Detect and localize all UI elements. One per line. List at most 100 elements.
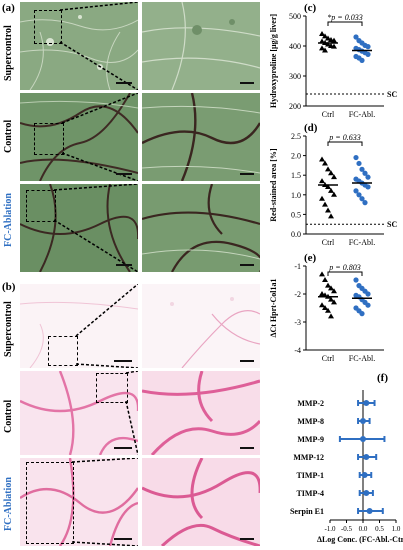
micrograph-b-ablation-zoom	[142, 458, 260, 546]
y-tick-label: 500	[289, 12, 301, 21]
x-tick-label: Ctrl	[322, 110, 335, 119]
data-point-ctrl	[325, 166, 331, 172]
category-label: MMP-2	[297, 399, 324, 408]
data-point-ctrl	[331, 174, 337, 180]
data-point-ctrl	[319, 178, 325, 184]
x-tick-label: -0.5	[341, 525, 353, 533]
y-tick-label: 300	[289, 72, 301, 81]
point-estimate	[360, 418, 366, 424]
data-point-ctrl	[319, 271, 325, 277]
x-tick-label: FC-Abl.	[349, 110, 375, 119]
category-label: Serpin E1	[290, 507, 324, 516]
data-point-abl	[362, 200, 368, 206]
data-point-abl	[365, 174, 371, 180]
panel-label-c: (c)	[304, 2, 317, 14]
reference-label: SC	[387, 90, 397, 99]
data-point-ctrl	[331, 288, 337, 294]
data-point-ctrl	[331, 191, 337, 197]
category-label: MMP-9	[297, 435, 324, 444]
data-point-abl	[365, 291, 371, 297]
row-label-a-control: Control	[3, 119, 14, 153]
y-axis-label: Hydroxyproline [µg/g liver]	[269, 14, 278, 108]
data-point-ctrl	[325, 282, 331, 288]
data-point-abl	[359, 166, 365, 172]
data-point-abl	[362, 170, 368, 176]
row-label-a-ablation: FC-Ablation	[3, 193, 14, 247]
chart-f-forest: -1.0 -0.5 0.0 0.5 1.0 ΔLog Conc. (FC-Abl.-Ctr…	[290, 390, 403, 544]
reference-label: SC	[387, 220, 397, 229]
p-value: *p = 0.033	[327, 13, 362, 22]
data-point-ctrl	[322, 201, 328, 207]
data-point-abl	[359, 196, 365, 202]
data-point-ctrl	[331, 43, 337, 49]
x-tick-label: -1.0	[324, 525, 336, 533]
point-estimate	[363, 490, 370, 496]
data-point-ctrl	[319, 291, 325, 296]
category-label: TIMP-1	[296, 471, 324, 480]
data-point-ctrl	[325, 307, 331, 313]
y-tick-label: 2.0	[291, 152, 301, 161]
data-point-ctrl	[331, 37, 337, 43]
micrograph-a-supercontrol-zoom	[142, 2, 260, 90]
micrograph-b-ablation-overview	[20, 458, 138, 546]
data-point-ctrl	[328, 187, 334, 193]
panel-label-a: (a)	[2, 2, 15, 14]
point-estimate	[361, 472, 368, 478]
data-point-ctrl	[325, 207, 331, 213]
panel-label-e: (e)	[304, 252, 317, 264]
data-point-abl	[359, 57, 365, 64]
y-tick-label: 2.5	[291, 132, 301, 141]
y-tick-label: 0.0	[291, 230, 301, 239]
point-estimate	[366, 508, 373, 514]
micrograph-a-control-zoom	[142, 93, 260, 181]
data-point-abl	[353, 34, 359, 40]
row-label-b-supercontrol: Supercontrol	[3, 301, 14, 357]
y-tick-label: 400	[289, 42, 301, 51]
point-estimate	[363, 454, 370, 460]
point-estimate	[363, 400, 370, 406]
p-value: p = 0.803	[328, 263, 360, 272]
category-label: MMP-8	[297, 417, 324, 426]
panel-label-b: (b)	[2, 281, 16, 293]
data-point-ctrl	[328, 170, 334, 176]
y-tick-label: 1.0	[291, 191, 301, 200]
data-point-abl	[356, 160, 362, 167]
data-point-ctrl	[328, 213, 334, 219]
data-point-ctrl	[319, 195, 325, 201]
significance-bracket	[327, 21, 363, 26]
data-point-abl	[365, 184, 371, 190]
data-point-abl	[353, 188, 359, 194]
data-point-abl	[353, 154, 359, 161]
data-point-abl	[365, 51, 371, 58]
data-point-ctrl	[328, 296, 334, 302]
row-label-b-ablation: FC-Ablation	[3, 477, 14, 531]
micrograph-b-supercontrol-zoom	[142, 284, 260, 368]
data-point-ctrl	[322, 305, 328, 310]
chart-c-hydroxyproline: 200 300 400 500 Hydroxyproline [µg/g liver] C…	[269, 12, 397, 119]
data-point-abl	[356, 192, 362, 198]
chart-d-red-area: 0.0 0.5 1.0 1.5 2.0 2.5 Red-stained area [%] Ct…	[269, 132, 397, 247]
data-point-abl	[365, 44, 371, 50]
y-tick-label: -4	[294, 346, 301, 355]
data-point-ctrl	[319, 45, 325, 51]
x-tick-label: 0.5	[375, 525, 384, 533]
y-tick-label: 1.5	[291, 171, 301, 180]
data-point-ctrl	[328, 285, 334, 291]
category-label: TIMP-4	[296, 489, 324, 498]
data-point-ctrl	[319, 302, 325, 308]
row-label-b-control: Control	[3, 399, 14, 433]
data-point-ctrl	[328, 313, 334, 319]
y-tick-label: 0.5	[291, 210, 301, 219]
data-point-abl	[359, 311, 365, 317]
chart-e-delta-ct: -4 -3 -2 -1 ΔCt Hprt-Col1a1 Ctrl FC-Abl. p = 0.…	[269, 262, 384, 363]
y-tick-label: -3	[294, 318, 301, 327]
panel-label-f: (f)	[377, 372, 388, 384]
significance-bracket	[327, 271, 363, 276]
row-label-a-supercontrol: Supercontrol	[3, 25, 14, 81]
data-point-ctrl	[322, 47, 328, 53]
micrograph-a-ablation-zoom	[142, 184, 260, 272]
data-point-ctrl	[319, 31, 325, 36]
data-point-abl	[365, 302, 371, 308]
x-tick-label: FC-Abl.	[349, 238, 375, 247]
micrograph-a-ablation-overview	[20, 184, 138, 272]
